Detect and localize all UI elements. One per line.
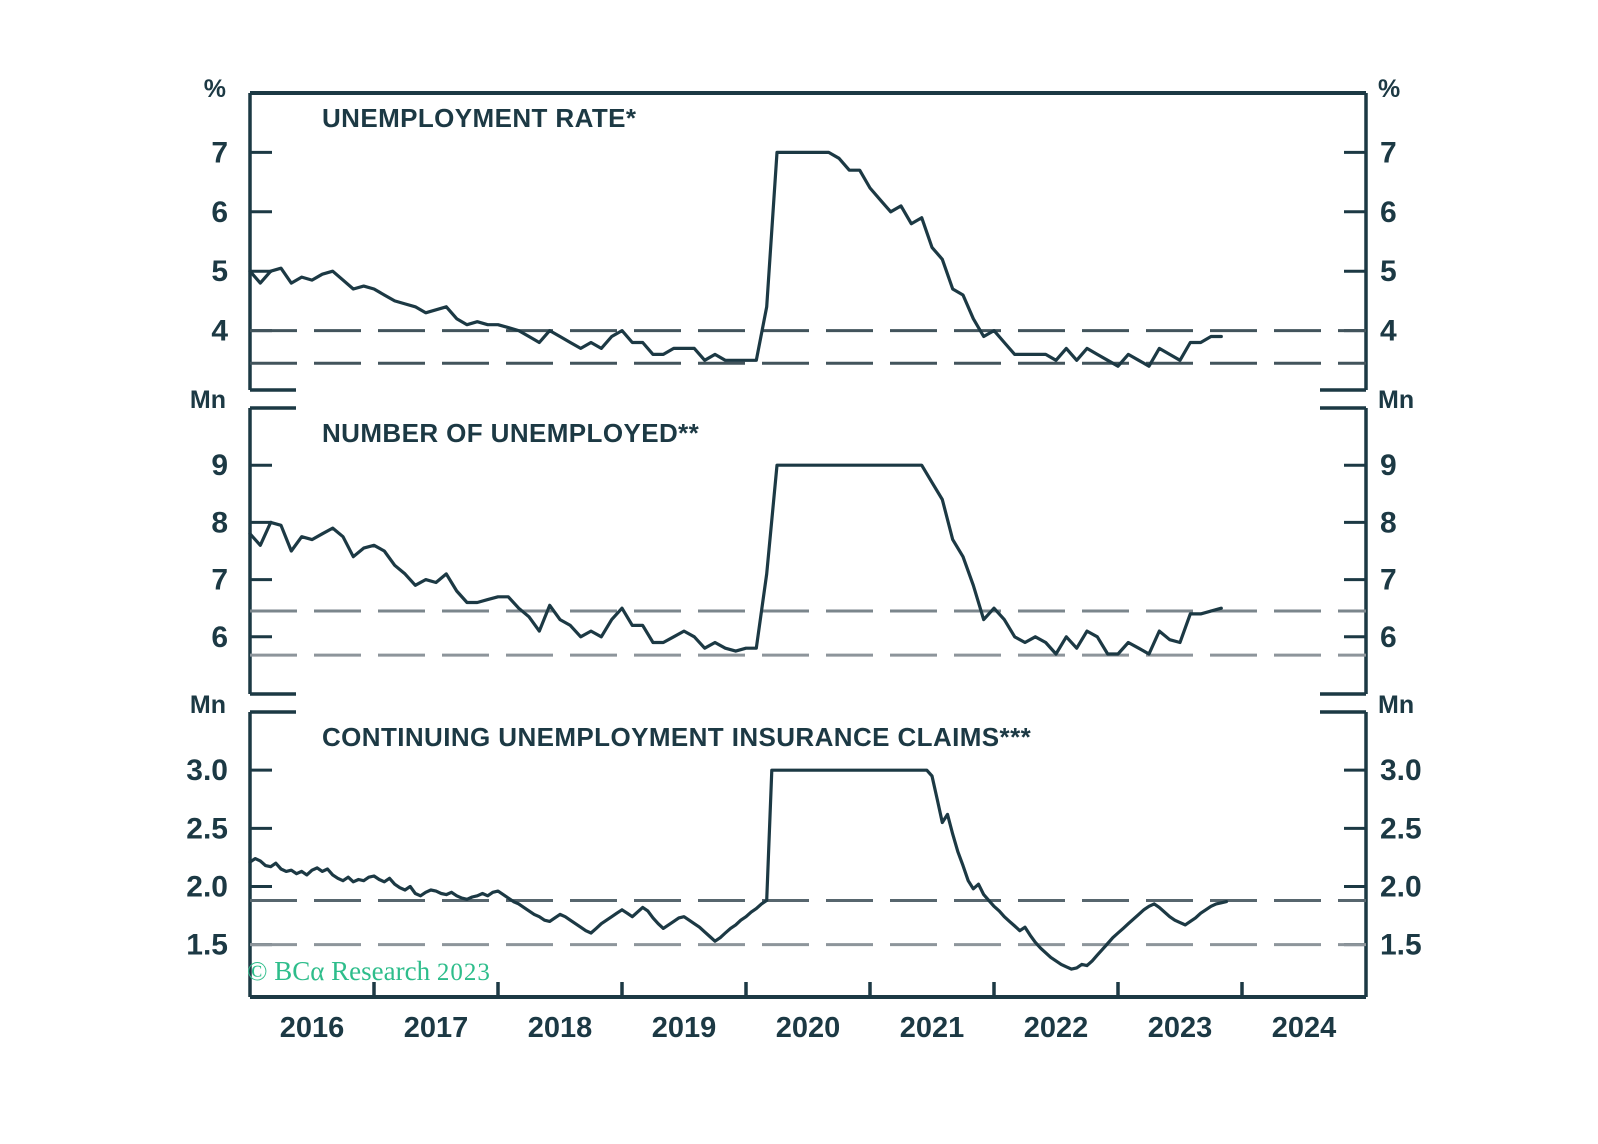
y-tick-label: 2.0 (1380, 870, 1422, 903)
y-tick-label: 2.5 (186, 812, 228, 845)
x-tick-label: 2024 (1272, 1012, 1337, 1044)
y-tick-label: 7 (1380, 136, 1397, 169)
x-tick-label: 2016 (280, 1012, 345, 1044)
y-tick-label: 7 (1380, 564, 1397, 597)
y-tick-label: 9 (1380, 449, 1397, 482)
y-tick-label: 7 (211, 136, 228, 169)
y-tick-label: 8 (1380, 506, 1397, 539)
y-tick-label: 1.5 (186, 929, 228, 962)
y-tick-label: 7 (211, 564, 228, 597)
y-tick-label: 3.0 (186, 754, 228, 787)
y-tick-label: 5 (211, 255, 228, 288)
y-tick-label: 2.0 (186, 870, 228, 903)
series-line-bottom (248, 768, 1229, 971)
y-tick-label: 2.5 (1380, 812, 1422, 845)
y-tick-label: 1.5 (1380, 929, 1422, 962)
series-line-top (248, 150, 1223, 368)
x-tick-label: 2018 (528, 1012, 593, 1044)
y-tick-label: 6 (1380, 196, 1397, 229)
x-tick-label: 2017 (404, 1012, 469, 1044)
y-tick-label: 6 (1380, 621, 1397, 654)
y-tick-label: 4 (1380, 315, 1397, 348)
y-tick-label: 3.0 (1380, 754, 1422, 787)
y-tick-label: 8 (211, 506, 228, 539)
x-tick-label: 2020 (776, 1012, 841, 1044)
y-tick-label: 6 (211, 621, 228, 654)
x-tick-label: 2021 (900, 1012, 965, 1044)
x-tick-label: 2022 (1024, 1012, 1089, 1044)
y-tick-label: 5 (1380, 255, 1397, 288)
series-line-middle (248, 463, 1223, 656)
x-tick-label: 2023 (1148, 1012, 1213, 1044)
y-tick-label: 4 (211, 315, 228, 348)
x-tick-label: 2019 (652, 1012, 717, 1044)
y-tick-label: 9 (211, 449, 228, 482)
y-tick-label: 6 (211, 196, 228, 229)
